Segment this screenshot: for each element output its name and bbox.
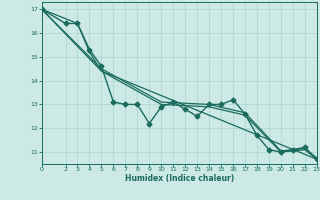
X-axis label: Humidex (Indice chaleur): Humidex (Indice chaleur): [124, 174, 234, 183]
